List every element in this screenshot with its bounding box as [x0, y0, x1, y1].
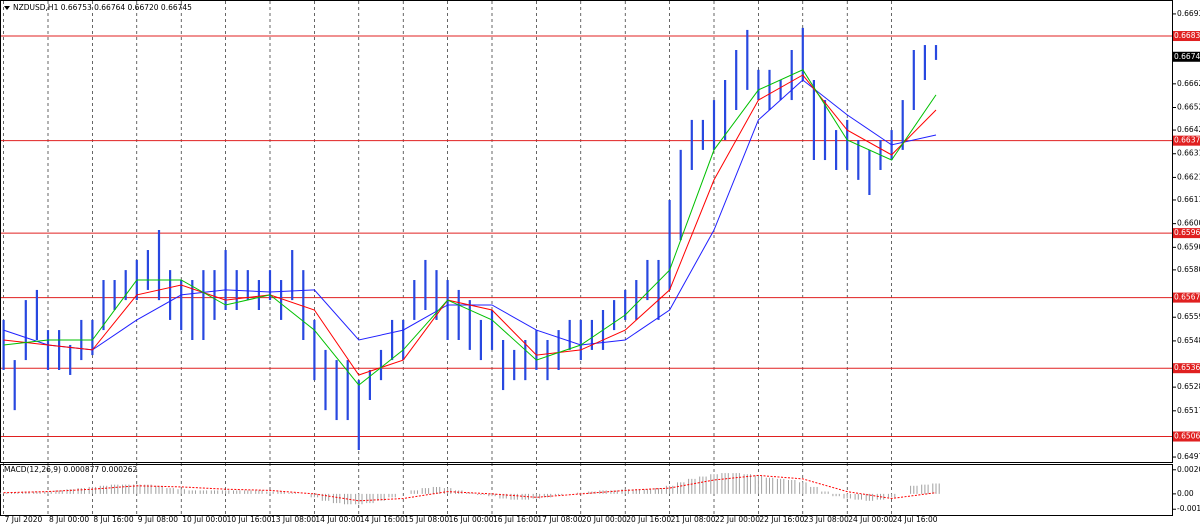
x-tick-label: 22 Jul 16:00	[759, 515, 804, 524]
x-tick-label: 22 Jul 00:00	[715, 515, 760, 524]
y-tick-label: 0.66625	[1177, 79, 1200, 88]
macd-panel	[0, 464, 1173, 516]
x-tick-label: 21 Jul 08:00	[671, 515, 716, 524]
x-tick-label: 24 Jul 00:00	[848, 515, 893, 524]
x-tick-label: 8 Jul 00:00	[49, 515, 89, 524]
last-price-box	[1173, 51, 1200, 62]
level-label: 0.65061	[1174, 432, 1200, 441]
moving-average	[3, 74, 937, 376]
y-tick-label: 0.64970	[1177, 452, 1200, 461]
x-tick-label: 14 Jul 00:00	[315, 515, 360, 524]
y-tick-label: 0.66520	[1177, 103, 1200, 112]
x-tick-label: 23 Jul 08:00	[804, 515, 849, 524]
level-label-box	[1173, 363, 1200, 374]
level-label-box	[1173, 31, 1200, 42]
y-tick-label: 0.65485	[1177, 336, 1200, 345]
y-tick-label: 0.65280	[1177, 382, 1200, 391]
y-tick-label: 0.66935	[1177, 9, 1200, 18]
level-label: 0.65677	[1174, 293, 1200, 302]
level-label: 0.66373	[1174, 136, 1200, 145]
y-tick-label: 0.66420	[1177, 125, 1200, 134]
x-tick-label: 16 Jul 00:00	[449, 515, 494, 524]
x-tick-label: 14 Jul 16:00	[360, 515, 405, 524]
x-tick-label: 15 Jul 08:00	[404, 515, 449, 524]
y-tick-label: 0.002086	[1177, 465, 1200, 474]
x-tick-label: 20 Jul 16:00	[626, 515, 671, 524]
macd-title: MACD(12,26,9) 0.000877 0.000262	[4, 465, 138, 474]
x-tick-label: 16 Jul 16:00	[493, 515, 538, 524]
level-label: 0.65364	[1174, 363, 1200, 372]
x-tick-label: 10 Jul 00:00	[182, 515, 227, 524]
level-label: 0.65963	[1174, 228, 1200, 237]
y-tick-label: 0.66005	[1177, 219, 1200, 228]
x-tick-label: 17 Jul 08:00	[537, 515, 582, 524]
last-price-label: 0.66745	[1174, 52, 1200, 61]
x-tick-label: 9 Jul 08:00	[138, 515, 178, 524]
x-tick-label: 8 Jul 16:00	[93, 515, 133, 524]
level-label-box	[1173, 228, 1200, 239]
y-tick-label: 0.65900	[1177, 242, 1200, 251]
y-tick-label: 0.66210	[1177, 172, 1200, 181]
main-panel	[0, 0, 1173, 463]
y-tick-label: 0.65175	[1177, 406, 1200, 415]
x-tick-label: 24 Jul 16:00	[893, 515, 938, 524]
y-tick-label: 0.66315	[1177, 149, 1200, 158]
x-tick-label: 10 Jul 16:00	[227, 515, 272, 524]
y-tick-label: 0.00	[1177, 489, 1194, 498]
level-label-box	[1173, 431, 1200, 442]
x-tick-label: 20 Jul 00:00	[582, 515, 627, 524]
y-tick-label: 0.65800	[1177, 265, 1200, 274]
menu-triangle	[4, 6, 10, 10]
y-tick-label: 0.66110	[1177, 195, 1200, 204]
level-label: 0.66837	[1174, 31, 1200, 40]
x-tick-label: 7 Jul 2020	[5, 515, 43, 524]
level-label-box	[1173, 135, 1200, 146]
y-tick-label: 0.65590	[1177, 312, 1200, 321]
moving-average	[3, 69, 937, 386]
level-label-box	[1173, 292, 1200, 303]
chart-title: NZDUSD,H1 0.66753 0.66764 0.66720 0.6674…	[13, 3, 192, 12]
macd-signal	[3, 474, 937, 502]
y-tick-label: -0.00133	[1177, 504, 1200, 513]
x-tick-label: 13 Jul 08:00	[271, 515, 316, 524]
